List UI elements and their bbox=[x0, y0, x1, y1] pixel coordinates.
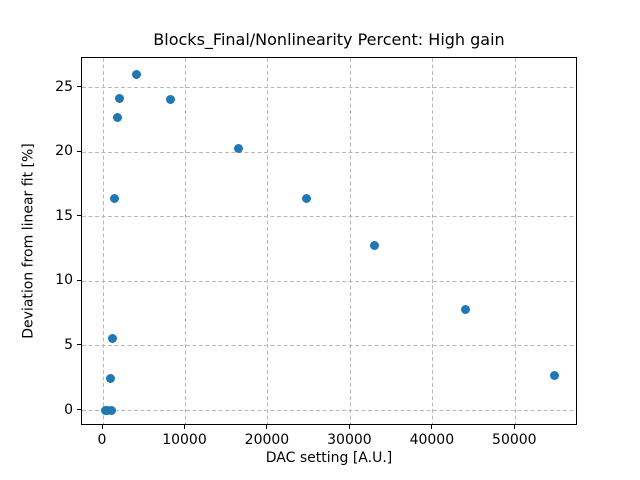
y-gridline bbox=[82, 280, 576, 282]
y-tick-label: 15 bbox=[55, 207, 73, 224]
x-tick-label: 10000 bbox=[162, 432, 207, 448]
x-tick-label: 20000 bbox=[244, 432, 290, 448]
x-tick bbox=[431, 425, 433, 429]
data-point bbox=[369, 240, 379, 250]
y-gridline bbox=[82, 87, 576, 89]
y-gridline bbox=[82, 216, 576, 218]
y-tick-label: 20 bbox=[55, 143, 73, 160]
y-tick-label: 5 bbox=[64, 336, 73, 353]
x-gridline bbox=[349, 58, 351, 424]
data-point bbox=[106, 406, 116, 415]
x-tick bbox=[101, 425, 103, 429]
y-tick-label: 0 bbox=[64, 401, 73, 418]
data-point bbox=[233, 143, 243, 153]
data-point bbox=[549, 371, 559, 381]
data-point bbox=[115, 93, 125, 103]
x-tick bbox=[513, 425, 515, 429]
y-tick bbox=[77, 409, 81, 410]
x-tick-label: 30000 bbox=[327, 432, 372, 448]
data-point bbox=[106, 373, 116, 383]
x-tick bbox=[183, 425, 185, 429]
x-gridline bbox=[267, 58, 269, 424]
x-tick-label: 0 bbox=[97, 432, 107, 448]
x-gridline bbox=[432, 58, 434, 424]
x-gridline bbox=[184, 58, 186, 424]
chart-title: Blocks_Final/Nonlinearity Percent: High … bbox=[153, 30, 505, 49]
data-point bbox=[131, 70, 141, 80]
data-point bbox=[107, 333, 117, 343]
x-gridline bbox=[102, 58, 104, 424]
x-tick-label: 50000 bbox=[492, 432, 537, 448]
y-tick bbox=[77, 150, 81, 152]
data-point bbox=[302, 194, 312, 204]
y-gridline bbox=[82, 410, 576, 411]
y-tick-label: 10 bbox=[55, 272, 73, 289]
data-point bbox=[166, 94, 176, 104]
x-tick bbox=[266, 425, 268, 429]
x-gridline bbox=[514, 58, 516, 424]
y-tick bbox=[77, 86, 81, 88]
y-tick-label: 25 bbox=[55, 78, 73, 95]
y-tick bbox=[77, 215, 81, 217]
y-gridline bbox=[82, 345, 576, 347]
data-point bbox=[461, 305, 471, 315]
data-point bbox=[112, 112, 122, 122]
y-gridline bbox=[82, 151, 576, 153]
data-point bbox=[110, 194, 120, 204]
y-tick bbox=[77, 344, 81, 346]
x-tick-label: 40000 bbox=[409, 432, 455, 448]
y-axis-label: Deviation from linear fit [%] bbox=[20, 143, 37, 339]
plot-area bbox=[81, 57, 577, 425]
x-tick bbox=[348, 425, 350, 429]
y-tick bbox=[77, 279, 81, 281]
x-axis-label: DAC setting [A.U.] bbox=[265, 450, 393, 466]
